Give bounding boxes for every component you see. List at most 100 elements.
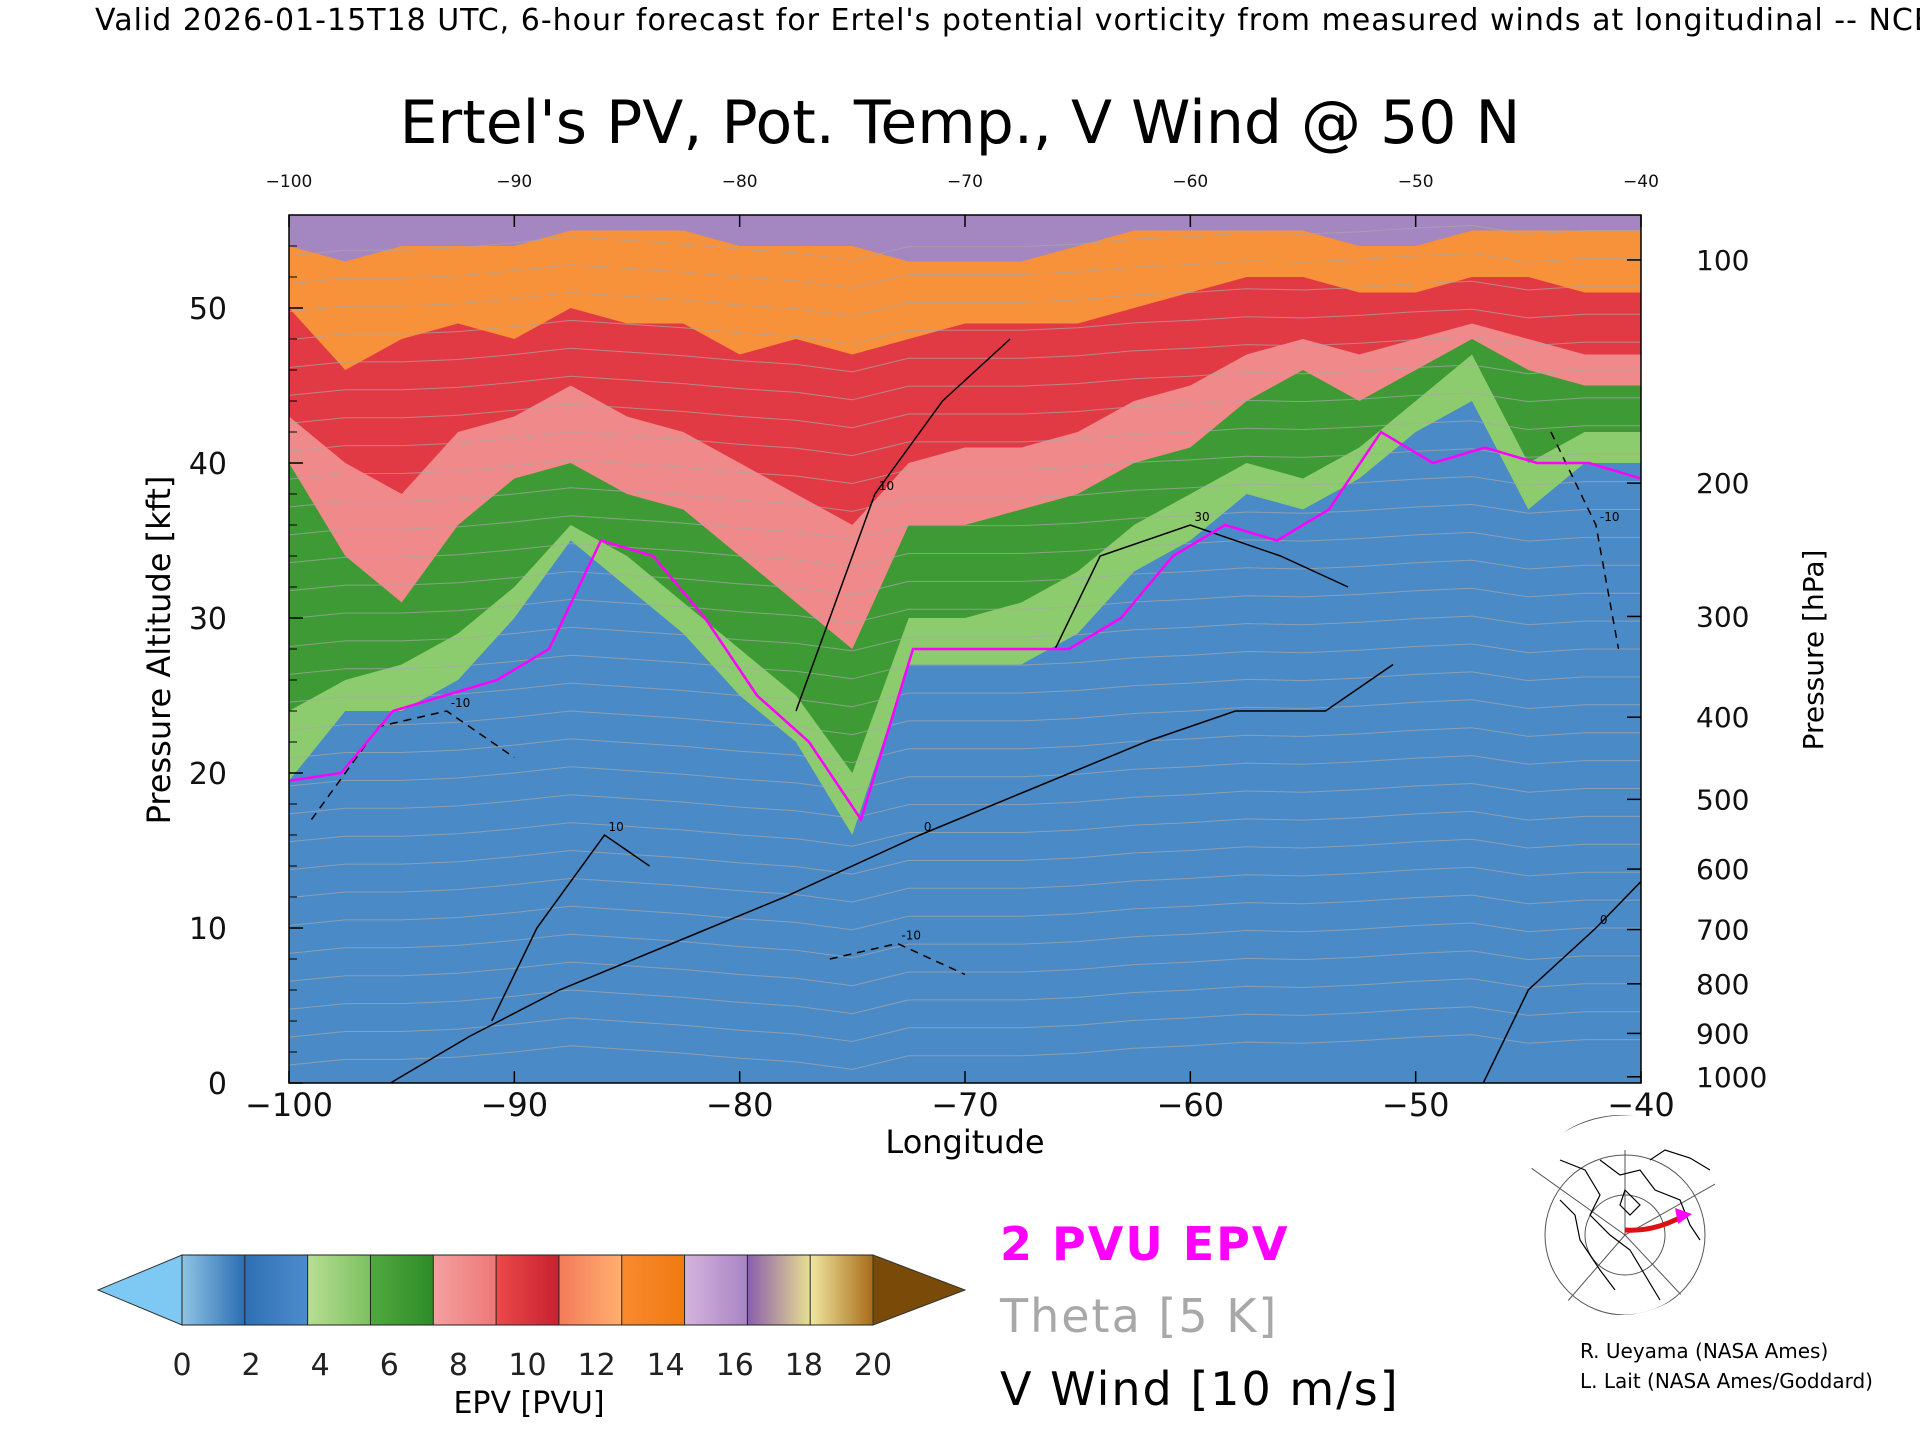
theta-line — [289, 922, 1641, 959]
theta-line — [289, 866, 1641, 903]
colorbar-tick-label: 14 — [647, 1348, 685, 1383]
vwind-contour-label: 10 — [879, 479, 894, 493]
theta-line — [289, 1034, 1641, 1070]
colorbar-tick-label: 18 — [785, 1348, 823, 1383]
hpa-tick-label: 200 — [1696, 467, 1749, 500]
colorbar-bin — [747, 1255, 811, 1325]
vwind-contour-line — [795, 338, 1011, 712]
theta-line — [289, 364, 1641, 401]
colorbar-label: EPV [PVU] — [453, 1386, 604, 1421]
theta-line — [289, 838, 1641, 875]
theta-line — [289, 950, 1641, 987]
theta-line — [289, 308, 1641, 345]
theta-line — [289, 894, 1641, 931]
x-tick-label: −40 — [1607, 1086, 1675, 1124]
theta-line — [289, 224, 1641, 261]
y-axis-label-left: Pressure Altitude [kft] — [140, 476, 178, 825]
colorbar-tick-label: 2 — [242, 1348, 261, 1383]
x-tick-label: −80 — [706, 1086, 774, 1124]
legend: 2 PVU EPV Theta [5 K] V Wind [10 m/s] — [999, 1217, 1400, 1416]
colorbar-tick-label: 20 — [854, 1348, 892, 1383]
theta-contours — [289, 224, 1641, 1070]
colorbar-under-arrow — [96, 1254, 183, 1326]
credit-line-2: L. Lait (NASA Ames/Goddard) — [1580, 1369, 1873, 1393]
theta-line — [289, 531, 1641, 568]
legend-theta: Theta [5 K] — [999, 1289, 1278, 1343]
map-coastlines — [1559, 1149, 1711, 1301]
colorbar-bin — [307, 1255, 371, 1325]
vwind-contour-line — [829, 942, 966, 976]
x-top-tick-label: −40 — [1623, 172, 1659, 192]
x-tick-label: −60 — [1157, 1086, 1225, 1124]
y-tick-label: 10 — [189, 912, 227, 947]
x-top-tick-label: −80 — [722, 172, 758, 192]
legend-vwind: V Wind [10 m/s] — [1000, 1362, 1400, 1416]
y-tick-label: 0 — [208, 1067, 227, 1102]
hpa-tick-label: 100 — [1696, 244, 1749, 277]
theta-line — [289, 448, 1641, 485]
hpa-tick-label: 400 — [1696, 701, 1749, 734]
vwind-contour-line — [1054, 524, 1349, 650]
x-tick-label: −50 — [1382, 1086, 1450, 1124]
theta-line — [289, 476, 1641, 512]
colorbar-bin — [182, 1255, 246, 1325]
y-tick-label: 30 — [189, 602, 227, 637]
theta-line — [289, 978, 1641, 1015]
x-top-tick-label: −60 — [1172, 172, 1208, 192]
pv2-contour — [289, 430, 1641, 823]
right-ticks: 100 200 300 400 500 600 700 800 900 1000 — [1627, 244, 1767, 1094]
left-ticks: 0 10 20 30 40 50 — [189, 245, 303, 1102]
theta-line — [289, 615, 1641, 652]
colorbar-bin — [684, 1255, 748, 1325]
theta-line — [289, 671, 1641, 708]
y-tick-label: 20 — [189, 757, 227, 792]
vwind-contour-label: -10 — [451, 696, 471, 710]
theta-line — [289, 252, 1641, 289]
colorbar: 0 2 4 6 8 10 12 14 16 18 20 — [96, 1254, 967, 1383]
colorbar-tick-label: 16 — [716, 1348, 754, 1383]
colorbar-tick-label: 4 — [311, 1348, 330, 1383]
pv2-line — [289, 430, 1641, 823]
colorbar-bin — [810, 1255, 874, 1325]
theta-line — [289, 503, 1641, 540]
x-top-tick-label: −90 — [496, 172, 532, 192]
theta-line — [289, 280, 1641, 317]
y-tick-label: 50 — [189, 292, 227, 327]
section-marker — [1675, 1208, 1692, 1224]
vwind-contour-line — [491, 833, 650, 1022]
x-tick-label: −70 — [931, 1086, 999, 1124]
theta-line — [289, 643, 1641, 680]
map-background — [1538, 1150, 1738, 1300]
valid-line: Valid 2026-01-15T18 UTC, 6-hour forecast… — [95, 3, 1920, 38]
y-axis-label-right: Pressure [hPa] — [1797, 550, 1830, 751]
colorbar-bin — [370, 1255, 434, 1325]
x-axis-label: Longitude — [885, 1123, 1044, 1161]
colorbar-tick-label: 12 — [578, 1348, 616, 1383]
theta-line — [289, 587, 1641, 624]
x-top-tick-label: −50 — [1398, 172, 1434, 192]
theta-line — [289, 336, 1641, 373]
theta-line — [289, 782, 1641, 819]
colorbar-tick-label: 0 — [172, 1348, 191, 1383]
vwind-contour-line — [1482, 880, 1641, 1083]
vwind-contour-line — [310, 710, 515, 820]
x-top-tick-label: −70 — [947, 172, 983, 192]
theta-line — [289, 420, 1641, 457]
colorbar-bin — [621, 1255, 686, 1325]
hpa-tick-label: 900 — [1696, 1017, 1749, 1050]
credit-line-1: R. Ueyama (NASA Ames) — [1580, 1339, 1828, 1363]
hpa-tick-label: 600 — [1696, 853, 1749, 886]
colorbar-over-arrow — [872, 1254, 967, 1326]
theta-line — [289, 727, 1641, 764]
theta-line — [289, 810, 1641, 847]
colorbar-tick-label: 6 — [380, 1348, 399, 1383]
vwind-contour-label: 30 — [1194, 510, 1209, 524]
hpa-tick-label: 1000 — [1696, 1061, 1767, 1094]
colorbar-bin — [558, 1255, 623, 1325]
colorbar-tick-label: 8 — [449, 1348, 468, 1383]
theta-line — [289, 699, 1641, 736]
theta-line — [289, 392, 1641, 429]
colorbar-bin — [496, 1255, 560, 1325]
